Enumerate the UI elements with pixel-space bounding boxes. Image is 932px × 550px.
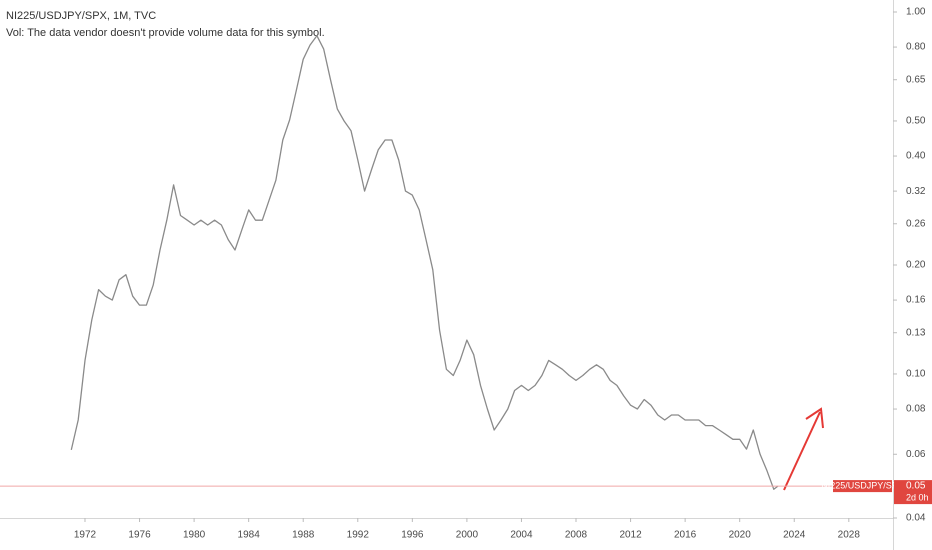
y-tick-label: 0.16 [906,295,926,306]
chart-subtitle: Vol: The data vendor doesn't provide vol… [6,27,325,39]
y-tick-label: 0.80 [906,42,926,53]
price-line [70,35,779,490]
countdown-label: 2d 0h [906,492,929,502]
last-price-label: 0.05 [906,481,926,492]
y-tick-label: 1.00 [906,7,926,18]
y-tick-label: 0.04 [906,513,926,524]
x-tick-label: 1980 [183,530,206,541]
x-tick-label: 2028 [838,530,861,541]
y-tick-label: 0.20 [906,260,926,271]
x-tick-label: 1984 [238,530,261,541]
symbol-label-bg [833,480,892,493]
x-tick-label: 2008 [565,530,588,541]
x-tick-label: 2000 [456,530,479,541]
x-tick-label: 2012 [619,530,642,541]
y-tick-label: 0.32 [906,186,926,197]
y-tick-label: 0.26 [906,218,926,229]
chart-title: NI225/USDJPY/SPX, 1M, TVC [6,10,156,22]
y-tick-label: 0.13 [906,327,926,338]
x-tick-label: 2016 [674,530,697,541]
x-tick-label: 2020 [729,530,752,541]
x-tick-label: 2024 [783,530,806,541]
x-tick-label: 1976 [128,530,151,541]
y-tick-label: 0.40 [906,151,926,162]
y-tick-label: 0.65 [906,74,926,85]
x-tick-label: 1972 [74,530,97,541]
annotation-arrow [783,407,824,491]
y-tick-label: 0.50 [906,116,926,127]
x-tick-label: 1988 [292,530,315,541]
y-tick-label: 0.08 [906,404,926,415]
x-tick-label: 2004 [510,530,533,541]
y-tick-label: 0.10 [906,369,926,380]
symbol-label: NI225/USDJPY/SPX [821,480,904,490]
x-tick-label: 1996 [401,530,424,541]
last-price-bg [894,480,932,505]
y-tick-label: 0.06 [906,449,926,460]
x-tick-label: 1992 [347,530,370,541]
